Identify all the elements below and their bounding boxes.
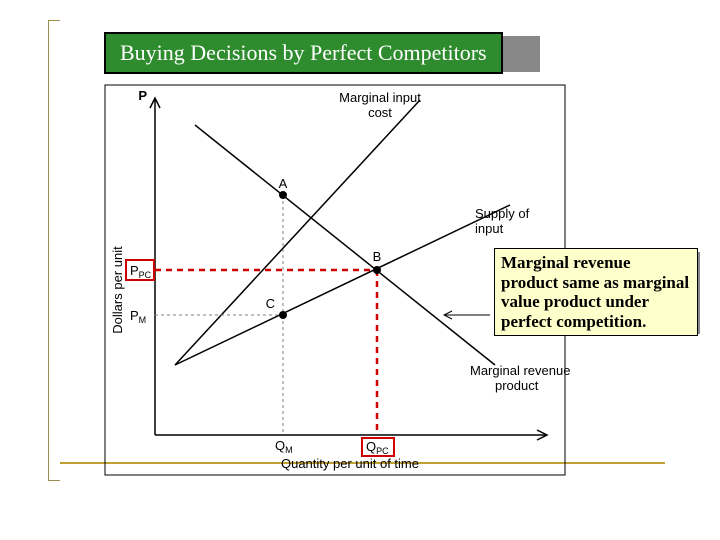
y-axis-title: Dollars per unit: [110, 246, 125, 334]
p-m-label: PM: [130, 308, 146, 325]
supply-label-1: Supply of: [475, 206, 530, 221]
point-c-label: C: [266, 296, 275, 311]
slide-title: Buying Decisions by Perfect Competitors: [104, 32, 503, 74]
slide-root: A B C P Dollars per unit Quantity per un…: [0, 0, 720, 540]
mrp-label-1: Marginal revenue: [470, 363, 570, 378]
supply-label-2: input: [475, 221, 504, 236]
point-a-label: A: [279, 176, 288, 191]
mic-label-1: Marginal input: [339, 90, 421, 105]
callout-box: Marginal revenue product same as margina…: [494, 248, 698, 336]
q-m-label: QM: [275, 438, 293, 455]
p-pc-label: PPC: [130, 263, 152, 280]
mic-label-2: cost: [368, 105, 392, 120]
x-axis-title: Quantity per unit of time: [281, 456, 419, 471]
mrp-label-2: product: [495, 378, 539, 393]
q-pc-label: QPC: [366, 439, 389, 456]
p-axis-label: P: [138, 88, 147, 103]
point-b-label: B: [373, 249, 382, 264]
